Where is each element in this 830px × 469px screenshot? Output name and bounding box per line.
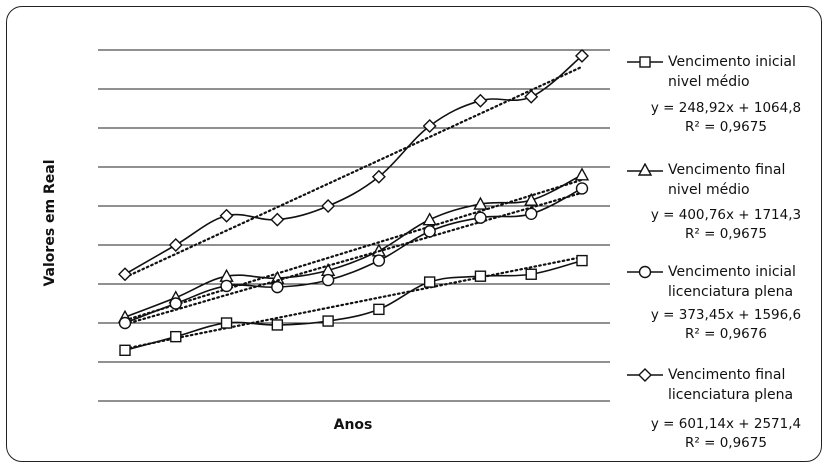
data-point-square [322,315,334,327]
series-line-diamond [124,55,583,275]
data-point-diamond [118,267,132,282]
trend-equation: y = 400,76x + 1714,3 [650,207,802,223]
data-point-circle [271,280,284,294]
series-line-square [124,259,583,352]
data-point-circle [423,225,436,238]
trendline-square [123,255,584,350]
series-line-circle [124,187,583,324]
legend-circle-marker-icon [627,265,663,279]
data-point-circle [525,207,538,221]
legend-label-line2: nivel médio [668,74,750,90]
y-axis-label: Valores em Real [42,159,58,287]
data-point-circle [575,182,589,195]
data-point-diamond [473,93,488,108]
data-point-diamond [321,199,336,213]
trend-equation: y = 373,45x + 1596,6 [650,307,802,323]
data-point-triangle [473,196,488,210]
legend-label-line2: nivel médio [668,182,750,198]
data-point-triangle [422,212,437,226]
trend-equation: y = 601,14x + 2571,4 [650,416,802,432]
trendline-triangle [123,178,584,322]
legend-triangle-marker-icon [627,163,663,176]
data-point-diamond [422,119,437,134]
trendline-circle [123,191,584,326]
trend-r2: R² = 0,9675 [685,226,767,242]
legend-label-line2: licenciatura plena [668,387,794,403]
data-point-square [525,268,537,280]
legend-label: Vencimento final [668,162,786,178]
data-point-circle [321,273,335,287]
legend-label-line2: licenciatura plena [668,284,794,300]
data-point-square [271,319,284,331]
data-point-circle [372,254,386,267]
data-point-square [170,330,182,343]
legend-label: Vencimento inicial [668,54,796,70]
data-point-square [220,317,233,329]
data-point-diamond [168,238,183,252]
legend-item-final-licenciatura: Vencimento final licenciatura plena [626,365,826,405]
legend-label: Vencimento inicial [668,264,796,280]
data-point-diamond [371,169,386,184]
trend-r2: R² = 0,9676 [685,326,767,342]
data-point-diamond [575,48,589,63]
legend-item-final-medio: Vencimento final nivel médio [626,160,826,200]
data-point-circle [220,279,233,293]
data-point-square [119,344,131,356]
data-point-diamond [270,212,285,227]
data-point-square [576,254,588,267]
data-point-square [474,270,487,282]
trend-equation: y = 248,92x + 1064,8 [650,100,802,116]
series-line-triangle [124,174,583,318]
legend-item-inicial-medio: Vencimento inicial nivel médio [626,52,826,92]
data-point-triangle [574,167,590,181]
data-point-diamond [524,89,539,104]
trend-r2: R² = 0,9675 [685,435,767,451]
legend-square-marker-icon [627,56,663,68]
legend-diamond-marker-icon [627,368,663,382]
data-point-circle [118,316,132,330]
data-point-triangle [524,192,539,206]
trendline-diamond [123,65,584,279]
x-axis-label: Anos [333,417,373,433]
legend-label: Vencimento final [668,367,786,383]
data-point-square [423,276,436,288]
chart-frame [6,6,822,462]
data-point-diamond [219,208,234,223]
legend-item-inicial-licenciatura: Vencimento inicial licenciatura plena [626,262,826,302]
data-point-circle [474,211,487,224]
trend-r2: R² = 0,9675 [685,119,767,135]
data-point-circle [169,297,182,310]
data-point-square [373,303,385,316]
